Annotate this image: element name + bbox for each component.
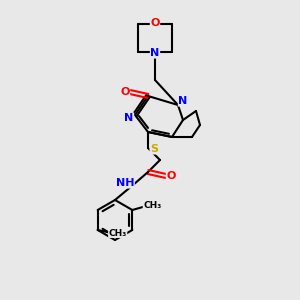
Text: NH: NH [116, 178, 134, 188]
Text: N: N [178, 96, 188, 106]
Text: CH₃: CH₃ [143, 202, 161, 211]
Text: O: O [166, 171, 176, 181]
Text: O: O [120, 87, 130, 97]
Text: O: O [150, 18, 160, 28]
Text: N: N [150, 48, 160, 58]
Text: CH₃: CH₃ [109, 229, 127, 238]
Text: S: S [150, 144, 158, 154]
Text: N: N [124, 113, 134, 123]
